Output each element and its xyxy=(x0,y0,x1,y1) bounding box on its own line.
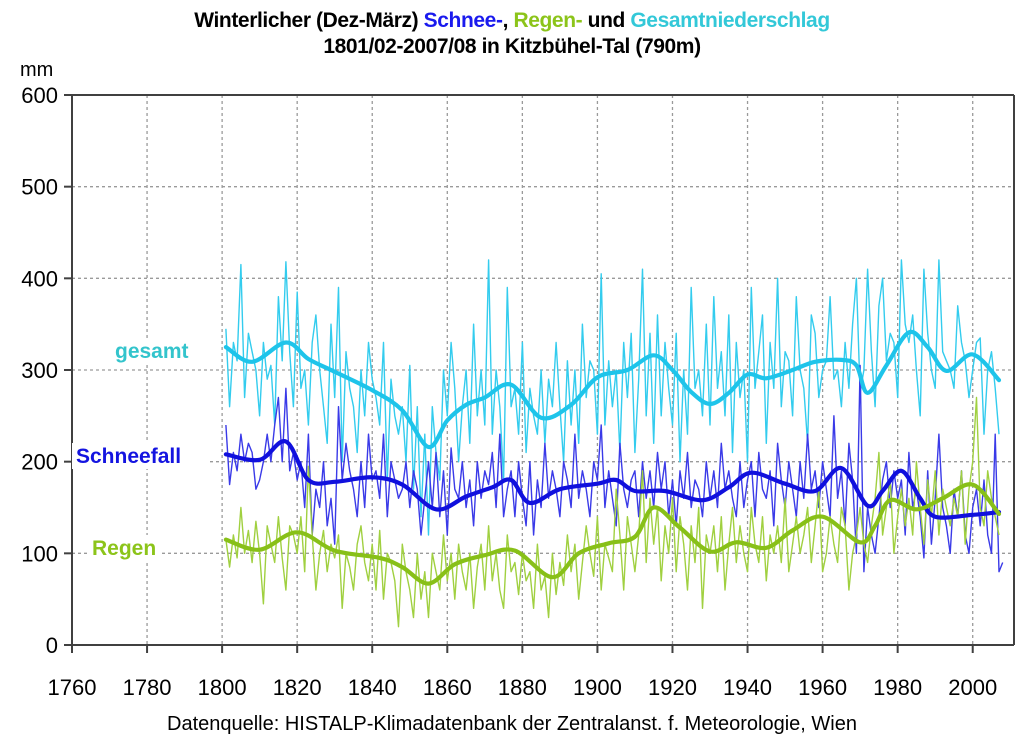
x-tick-label: 1980 xyxy=(873,675,922,700)
series-labels: gesamt Schneefall Regen xyxy=(72,338,210,561)
series-label-total: gesamt xyxy=(115,340,189,363)
series-label-bg xyxy=(111,338,197,364)
x-tick-label: 1780 xyxy=(123,675,172,700)
x-tick-label: 1900 xyxy=(573,675,622,700)
x-tick-label: 2000 xyxy=(948,675,997,700)
series-label-snow: Schneefall xyxy=(76,445,181,468)
series-label-bg xyxy=(72,443,210,469)
y-tick-label: 300 xyxy=(21,358,58,383)
chart-title-line1: Winterlicher (Dez-März) Schnee-, Regen- … xyxy=(0,8,1024,34)
series-label-rain: Regen xyxy=(92,537,156,560)
annual-series xyxy=(225,259,1004,628)
y-tick-label: 200 xyxy=(21,450,58,475)
title-part-und: und xyxy=(582,9,631,32)
title-part-rain: Regen- xyxy=(513,9,583,32)
y-tick-label: 400 xyxy=(21,266,58,291)
smoothed-series xyxy=(223,329,1002,586)
series-label-bg xyxy=(88,535,161,561)
y-axis-unit: mm xyxy=(20,59,53,81)
data-source-note: Datenquelle: HISTALP-Klimadatenbank der … xyxy=(167,713,857,735)
smoothed-line-snow xyxy=(223,439,1002,520)
title-part-total: Gesamtniederschlag xyxy=(630,9,830,32)
x-tick-label: 1820 xyxy=(273,675,322,700)
title-part-snow: Schnee- xyxy=(423,9,503,32)
axes: 0 100 200 300 400 500 600 1760 1780 1800 1820 1840 1… xyxy=(21,83,1015,700)
smoothed-line-rain xyxy=(223,482,1002,586)
annual-line-total xyxy=(225,259,1000,536)
x-tick-label: 1940 xyxy=(723,675,772,700)
x-tick-label: 1880 xyxy=(498,675,547,700)
x-tick-label: 1860 xyxy=(423,675,472,700)
x-tick-label: 1920 xyxy=(648,675,697,700)
x-tick-label: 1960 xyxy=(798,675,847,700)
x-tick-label: 1760 xyxy=(48,675,97,700)
title-part-plain: Winterlicher (Dez-März) xyxy=(194,9,424,32)
annual-line-snow xyxy=(225,364,1004,573)
chart-subtitle: 1801/02-2007/08 in Kitzbühel-Tal (790m) xyxy=(323,35,701,58)
y-tick-label: 500 xyxy=(21,175,58,200)
smoothed-line-total xyxy=(223,329,1002,450)
y-tick-label: 600 xyxy=(21,83,58,108)
x-tick-label: 1800 xyxy=(198,675,247,700)
chart-title: Winterlicher (Dez-März) Schnee-, Regen- … xyxy=(0,8,1024,60)
title-part-comma: , xyxy=(502,9,514,32)
y-tick-label: 100 xyxy=(21,541,58,566)
y-tick-label: 0 xyxy=(46,633,58,658)
x-tick-label: 1840 xyxy=(348,675,397,700)
